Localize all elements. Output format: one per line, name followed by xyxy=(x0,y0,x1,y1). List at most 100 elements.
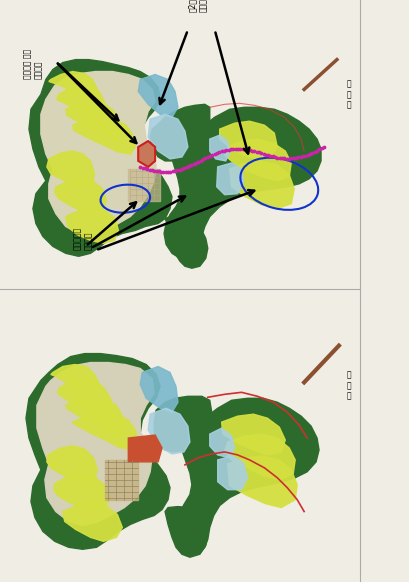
Point xyxy=(211,149,218,158)
Point xyxy=(279,154,285,163)
Point xyxy=(160,167,167,176)
Polygon shape xyxy=(51,364,101,395)
Point xyxy=(165,167,171,176)
Polygon shape xyxy=(150,104,210,161)
Point xyxy=(202,154,209,163)
Point xyxy=(235,144,241,154)
Point xyxy=(169,166,176,176)
Polygon shape xyxy=(165,506,208,557)
Polygon shape xyxy=(29,59,172,256)
Point xyxy=(193,158,199,168)
Point xyxy=(186,162,192,171)
Point xyxy=(246,146,253,155)
Point xyxy=(319,144,325,153)
Point xyxy=(225,145,232,154)
Text: 반
경
전: 반 경 전 xyxy=(347,371,351,400)
Point xyxy=(237,144,243,154)
Point xyxy=(209,150,216,159)
Point xyxy=(286,154,292,163)
Polygon shape xyxy=(218,456,247,489)
Polygon shape xyxy=(164,107,321,258)
Polygon shape xyxy=(128,435,162,462)
Point xyxy=(167,167,174,176)
Polygon shape xyxy=(217,163,243,195)
Point xyxy=(142,164,148,173)
Polygon shape xyxy=(66,208,118,243)
Point xyxy=(307,149,313,158)
Polygon shape xyxy=(26,354,170,549)
Point xyxy=(244,145,250,154)
Point xyxy=(290,154,297,163)
Polygon shape xyxy=(54,474,110,512)
Polygon shape xyxy=(225,139,291,181)
Point xyxy=(276,153,283,162)
Point xyxy=(137,162,144,172)
Polygon shape xyxy=(47,151,94,187)
Polygon shape xyxy=(41,72,156,236)
Point xyxy=(314,146,320,155)
Point xyxy=(218,147,225,156)
Polygon shape xyxy=(220,121,277,159)
Point xyxy=(162,167,169,176)
Point xyxy=(249,146,255,155)
Point xyxy=(228,144,234,154)
Point xyxy=(265,151,272,160)
Point xyxy=(139,163,146,172)
Point xyxy=(153,166,160,176)
Point xyxy=(253,147,260,157)
Polygon shape xyxy=(37,363,154,526)
Text: 정비지구 사업
예정지역: 정비지구 사업 예정지역 xyxy=(23,49,43,80)
Point xyxy=(267,151,274,161)
Point xyxy=(172,166,178,176)
Polygon shape xyxy=(154,396,212,452)
Point xyxy=(158,167,164,176)
Point xyxy=(232,144,239,154)
Point xyxy=(297,152,304,162)
Polygon shape xyxy=(165,215,208,268)
Text: 반
경
후: 반 경 후 xyxy=(347,80,351,109)
Point xyxy=(316,145,323,154)
Polygon shape xyxy=(138,141,155,167)
Text: 국세진대형
행위지사: 국세진대형 행위지사 xyxy=(73,227,93,250)
Polygon shape xyxy=(222,414,285,455)
Point xyxy=(151,166,157,175)
Polygon shape xyxy=(49,72,99,100)
Point xyxy=(260,149,267,158)
Point xyxy=(230,144,236,154)
Polygon shape xyxy=(229,161,294,208)
Point xyxy=(311,147,318,157)
Point xyxy=(146,165,153,174)
Point xyxy=(184,162,190,172)
Polygon shape xyxy=(106,460,138,499)
Point xyxy=(251,147,258,156)
Point xyxy=(179,164,185,173)
Point xyxy=(155,166,162,176)
Polygon shape xyxy=(228,456,297,508)
Point xyxy=(274,153,281,162)
Polygon shape xyxy=(210,428,235,458)
Point xyxy=(270,152,276,161)
Point xyxy=(288,154,295,163)
Polygon shape xyxy=(138,74,178,117)
Point xyxy=(144,164,151,173)
Point xyxy=(263,150,269,159)
Text: 제2경
기장지구: 제2경 기장지구 xyxy=(188,0,208,12)
Polygon shape xyxy=(55,179,106,214)
Polygon shape xyxy=(148,408,190,454)
Point xyxy=(188,161,195,170)
Polygon shape xyxy=(58,378,115,418)
Point xyxy=(221,146,227,155)
Polygon shape xyxy=(66,101,122,139)
Point xyxy=(242,144,248,154)
Polygon shape xyxy=(73,412,138,450)
Point xyxy=(302,151,309,160)
Polygon shape xyxy=(140,367,178,412)
Point xyxy=(321,143,327,152)
Point xyxy=(174,166,181,175)
Polygon shape xyxy=(210,135,229,161)
Point xyxy=(214,148,220,158)
Point xyxy=(191,159,197,169)
Polygon shape xyxy=(128,169,160,201)
Point xyxy=(293,153,299,162)
Point xyxy=(239,144,246,154)
